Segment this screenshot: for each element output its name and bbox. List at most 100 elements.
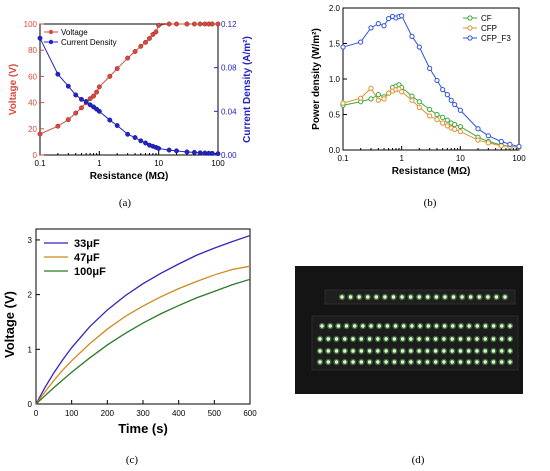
data-point	[340, 44, 346, 50]
series-line-1	[35, 265, 251, 405]
led-dot	[426, 295, 430, 299]
y-tick-label: 40	[28, 99, 37, 108]
led-dot	[376, 337, 380, 341]
led-dot	[459, 324, 463, 328]
data-point	[368, 85, 374, 91]
data-point	[65, 83, 71, 89]
plot-frame	[35, 228, 251, 405]
x-tick-label: 100	[65, 409, 79, 418]
data-point	[485, 133, 491, 139]
y-tick-label: 2.0	[329, 4, 341, 13]
data-point	[452, 126, 458, 133]
led-dot	[443, 295, 447, 299]
led-dot	[351, 360, 355, 364]
data-point	[434, 116, 440, 123]
series-line-2	[35, 278, 251, 405]
led-dot	[359, 337, 364, 341]
led-dot	[392, 360, 397, 364]
led-dot	[326, 360, 330, 364]
led-dot	[451, 295, 456, 299]
data-point	[150, 32, 156, 37]
led-dot	[418, 324, 422, 328]
data-point	[191, 149, 197, 155]
led-dot	[494, 295, 499, 299]
data-point	[143, 39, 148, 45]
led-dot	[318, 337, 322, 341]
data-point	[440, 87, 446, 93]
led-dot	[442, 360, 446, 364]
data-point	[166, 147, 172, 153]
y-tick-label: 0	[28, 400, 33, 409]
data-point	[55, 123, 61, 129]
led-dot	[466, 337, 471, 341]
data-point	[73, 92, 79, 98]
data-point	[452, 121, 458, 128]
data-point	[368, 25, 374, 31]
led-dot	[400, 337, 405, 341]
led-dot	[400, 360, 405, 364]
led-dot	[483, 349, 487, 353]
led-dot	[508, 324, 512, 328]
caption-b: (b)	[424, 197, 437, 209]
led-dot	[442, 337, 446, 341]
data-point	[125, 55, 131, 61]
led-dot	[359, 360, 364, 364]
data-point	[91, 93, 97, 99]
data-point	[166, 21, 172, 27]
y-axis-title: Power density (W/m²)	[311, 28, 322, 130]
x-tick-label: 100	[211, 159, 225, 168]
led-dot	[393, 324, 398, 328]
led-dot	[466, 349, 471, 353]
led-dot	[486, 295, 490, 299]
led-dot	[417, 349, 421, 353]
led-dot	[383, 295, 387, 299]
led-dot	[384, 337, 388, 341]
led-dot	[442, 349, 446, 353]
led-dot	[367, 349, 372, 353]
data-point	[37, 35, 43, 41]
data-point	[416, 99, 422, 105]
x-tick-label: 500	[208, 409, 222, 418]
data-point	[498, 143, 504, 149]
y-tick-label: 1.0	[329, 75, 341, 84]
led-array	[316, 293, 514, 366]
x-axis-title: Time (s)	[118, 421, 168, 436]
y-right-tick-label: 0.04	[221, 107, 237, 116]
led-dot	[336, 324, 341, 328]
led-dot	[503, 295, 507, 299]
led-dot	[400, 349, 405, 353]
y-tick-label: 0.5	[329, 111, 341, 120]
x-axis-title: Resistance (MΩ)	[90, 171, 169, 182]
led-dot	[466, 360, 471, 364]
x-tick-label: 10	[456, 154, 465, 163]
led-dot	[351, 349, 355, 353]
led-dot	[500, 324, 504, 328]
data-point	[457, 107, 463, 113]
led-dot	[343, 337, 347, 341]
led-dot	[491, 349, 496, 353]
led-dot	[458, 349, 463, 353]
legend-label: CF	[481, 14, 492, 23]
led-dot	[320, 324, 324, 328]
data-point	[427, 65, 433, 71]
data-point	[485, 140, 491, 146]
led-dot	[433, 337, 438, 341]
data-point	[184, 149, 190, 155]
data-point	[475, 137, 481, 143]
led-dot	[410, 324, 414, 328]
y-tick-label: 80	[28, 46, 37, 55]
led-dot	[417, 295, 421, 299]
caption-d: (d)	[412, 454, 425, 466]
data-point	[209, 21, 215, 27]
led-dot	[376, 360, 380, 364]
data-point	[37, 131, 43, 137]
data-point	[440, 120, 446, 126]
data-point	[197, 21, 203, 27]
led-dot	[450, 349, 454, 353]
led-dot	[328, 324, 332, 328]
x-tick-label: 0	[34, 409, 39, 418]
led-dot	[508, 360, 512, 364]
panel-b-chart: 0.1 1 10 100 0.0 0.5 1.0 1.5 2.0 Resistance (MΩ) P…	[311, 4, 526, 177]
data-point	[197, 150, 203, 156]
led-dot	[376, 349, 380, 353]
